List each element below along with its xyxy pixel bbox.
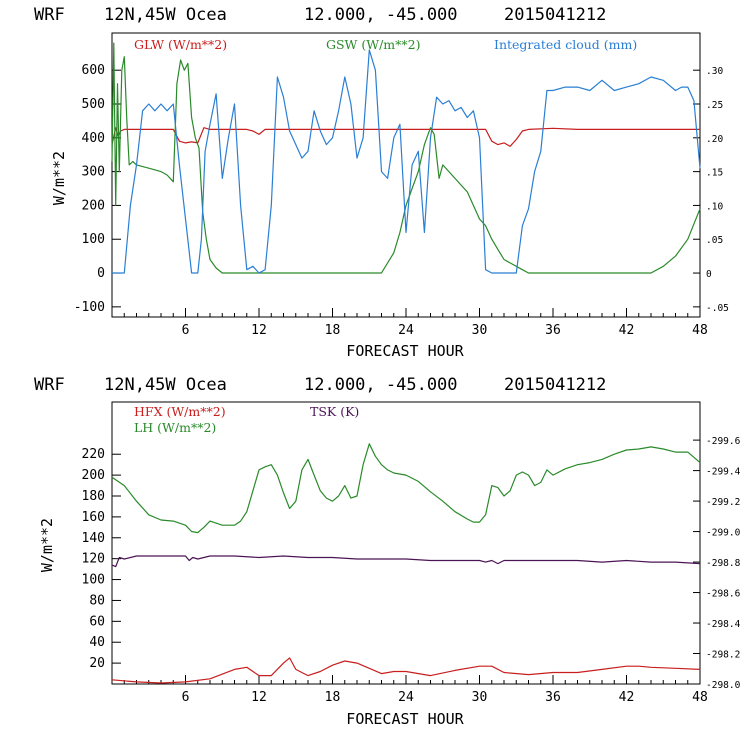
bottom-title-location: 12N,45W Ocea (104, 375, 227, 395)
top-y2-tick-.25: .25 (706, 100, 723, 111)
bottom-title-date: 2015041212 (504, 375, 606, 395)
top-title-location: 12N,45W Ocea (104, 5, 227, 25)
bottom-y2-tick--299.0: -299.0 (706, 528, 740, 539)
top-title-model: WRF (34, 5, 65, 25)
top-series-group (111, 42, 701, 274)
top-y-tick-300: 300 (82, 165, 105, 180)
bottom-y2-tick--298.4: -298.4 (706, 619, 740, 630)
top-y-tick-400: 400 (82, 131, 105, 146)
top-chart: WRF 12N,45W Ocea 12.000, -45.000 2015041… (34, 5, 729, 360)
top-x-tick-30: 30 (472, 323, 488, 338)
bottom-y-tick-40: 40 (89, 635, 105, 650)
bottom-title-model: WRF (34, 375, 65, 395)
bottom-y-tick-200: 200 (82, 468, 105, 483)
bottom-y2-tick--298.0: -298.0 (706, 680, 740, 691)
top-y-tick-600: 600 (82, 63, 105, 78)
bottom-x-tick-36: 36 (545, 690, 561, 705)
top-y-tick-100: 100 (82, 232, 105, 247)
bottom-y-tick-60: 60 (89, 614, 105, 629)
top-y-tick-500: 500 (82, 97, 105, 112)
top-y2-axis: -.05 0 .05 .10 .15 .20 .25 .30 (693, 66, 729, 314)
bottom-y-tick-80: 80 (89, 593, 105, 608)
bottom-legend-hfx: HFX (W/m**2) (134, 404, 226, 419)
bottom-y-axis: 20 40 60 80 100 120 140 160 180 200 220 (82, 447, 121, 671)
top-y2-tick-.10: .10 (706, 201, 723, 212)
bottom-x-tick-48: 48 (692, 690, 708, 705)
bottom-y-tick-140: 140 (82, 531, 105, 546)
bottom-legend-tsk: TSK (K) (310, 404, 359, 419)
top-x-axis: 6 12 18 24 30 36 42 48 (123, 308, 708, 338)
bottom-y-tick-180: 180 (82, 489, 105, 504)
top-y2-tick-.15: .15 (706, 168, 723, 179)
top-y-tick--100: -100 (74, 300, 105, 315)
bottom-y-tick-220: 220 (82, 447, 105, 462)
bottom-y2-tick--299.4: -299.4 (706, 467, 740, 478)
top-x-tick-24: 24 (398, 323, 414, 338)
top-y2-tick-.20: .20 (706, 134, 723, 145)
bottom-series-hfx-line (111, 657, 701, 684)
bottom-y-tick-120: 120 (82, 552, 105, 567)
top-y2-tick--.05: -.05 (706, 303, 729, 314)
top-series-integrated-line (112, 49, 701, 274)
bottom-y-tick-100: 100 (82, 573, 105, 588)
bottom-title-coords: 12.000, -45.000 (304, 375, 458, 395)
bottom-x-tick-12: 12 (251, 690, 267, 705)
top-title-date: 2015041212 (504, 5, 606, 25)
top-x-tick-36: 36 (545, 323, 561, 338)
bottom-chart: WRF 12N,45W Ocea 12.000, -45.000 2015041… (34, 375, 740, 728)
bottom-series-lh-line (111, 443, 701, 534)
top-title-coords: 12.000, -45.000 (304, 5, 458, 25)
top-legend-gsw: GSW (W/m**2) (326, 37, 421, 52)
bottom-y-tick-20: 20 (89, 656, 105, 671)
bottom-x-label: FORECAST HOUR (346, 710, 464, 728)
top-y-label: W/m**2 (50, 151, 68, 205)
bottom-y-tick-160: 160 (82, 510, 105, 525)
bottom-x-tick-6: 6 (182, 690, 190, 705)
bottom-x-tick-30: 30 (472, 690, 488, 705)
top-y-tick-200: 200 (82, 198, 105, 213)
bottom-y-label: W/m**2 (38, 518, 56, 572)
top-legend-glw: GLW (W/m**2) (134, 37, 227, 52)
top-y2-tick-0: 0 (706, 269, 712, 280)
top-x-label: FORECAST HOUR (346, 342, 464, 360)
bottom-legend-lh: LH (W/m**2) (134, 420, 216, 435)
bottom-y2-tick--298.6: -298.6 (706, 589, 740, 600)
top-series-gsw-line (111, 42, 701, 274)
bottom-y2-tick--298.2: -298.2 (706, 650, 740, 661)
bottom-series-group (111, 443, 701, 684)
bottom-x-tick-42: 42 (619, 690, 635, 705)
bottom-y2-tick--299.2: -299.2 (706, 497, 740, 508)
bottom-x-tick-24: 24 (398, 690, 414, 705)
top-x-tick-12: 12 (251, 323, 267, 338)
top-y2-tick-.05: .05 (706, 235, 723, 246)
bottom-x-tick-18: 18 (325, 690, 341, 705)
top-legend-cloud: Integrated cloud (mm) (494, 37, 637, 52)
bottom-y2-tick--298.8: -298.8 (706, 558, 740, 569)
top-y-axis: -100 0 100 200 300 400 500 600 (74, 63, 121, 315)
top-x-tick-48: 48 (692, 323, 708, 338)
top-x-tick-42: 42 (619, 323, 635, 338)
bottom-y2-axis: -298.0 -298.2 -298.4 -298.6 -298.8 -299.0 -299… (693, 436, 740, 691)
bottom-x-axis: 6 12 18 24 30 36 42 48 (123, 675, 708, 705)
top-x-tick-6: 6 (182, 323, 190, 338)
bottom-series-tsk-line (111, 555, 701, 568)
top-y2-tick-.30: .30 (706, 66, 723, 77)
bottom-y2-tick--299.6: -299.6 (706, 436, 740, 447)
bottom-plot-frame (111, 401, 701, 685)
top-series-glw-line (111, 127, 700, 147)
top-y-tick-0: 0 (97, 266, 105, 281)
top-x-tick-18: 18 (325, 323, 341, 338)
